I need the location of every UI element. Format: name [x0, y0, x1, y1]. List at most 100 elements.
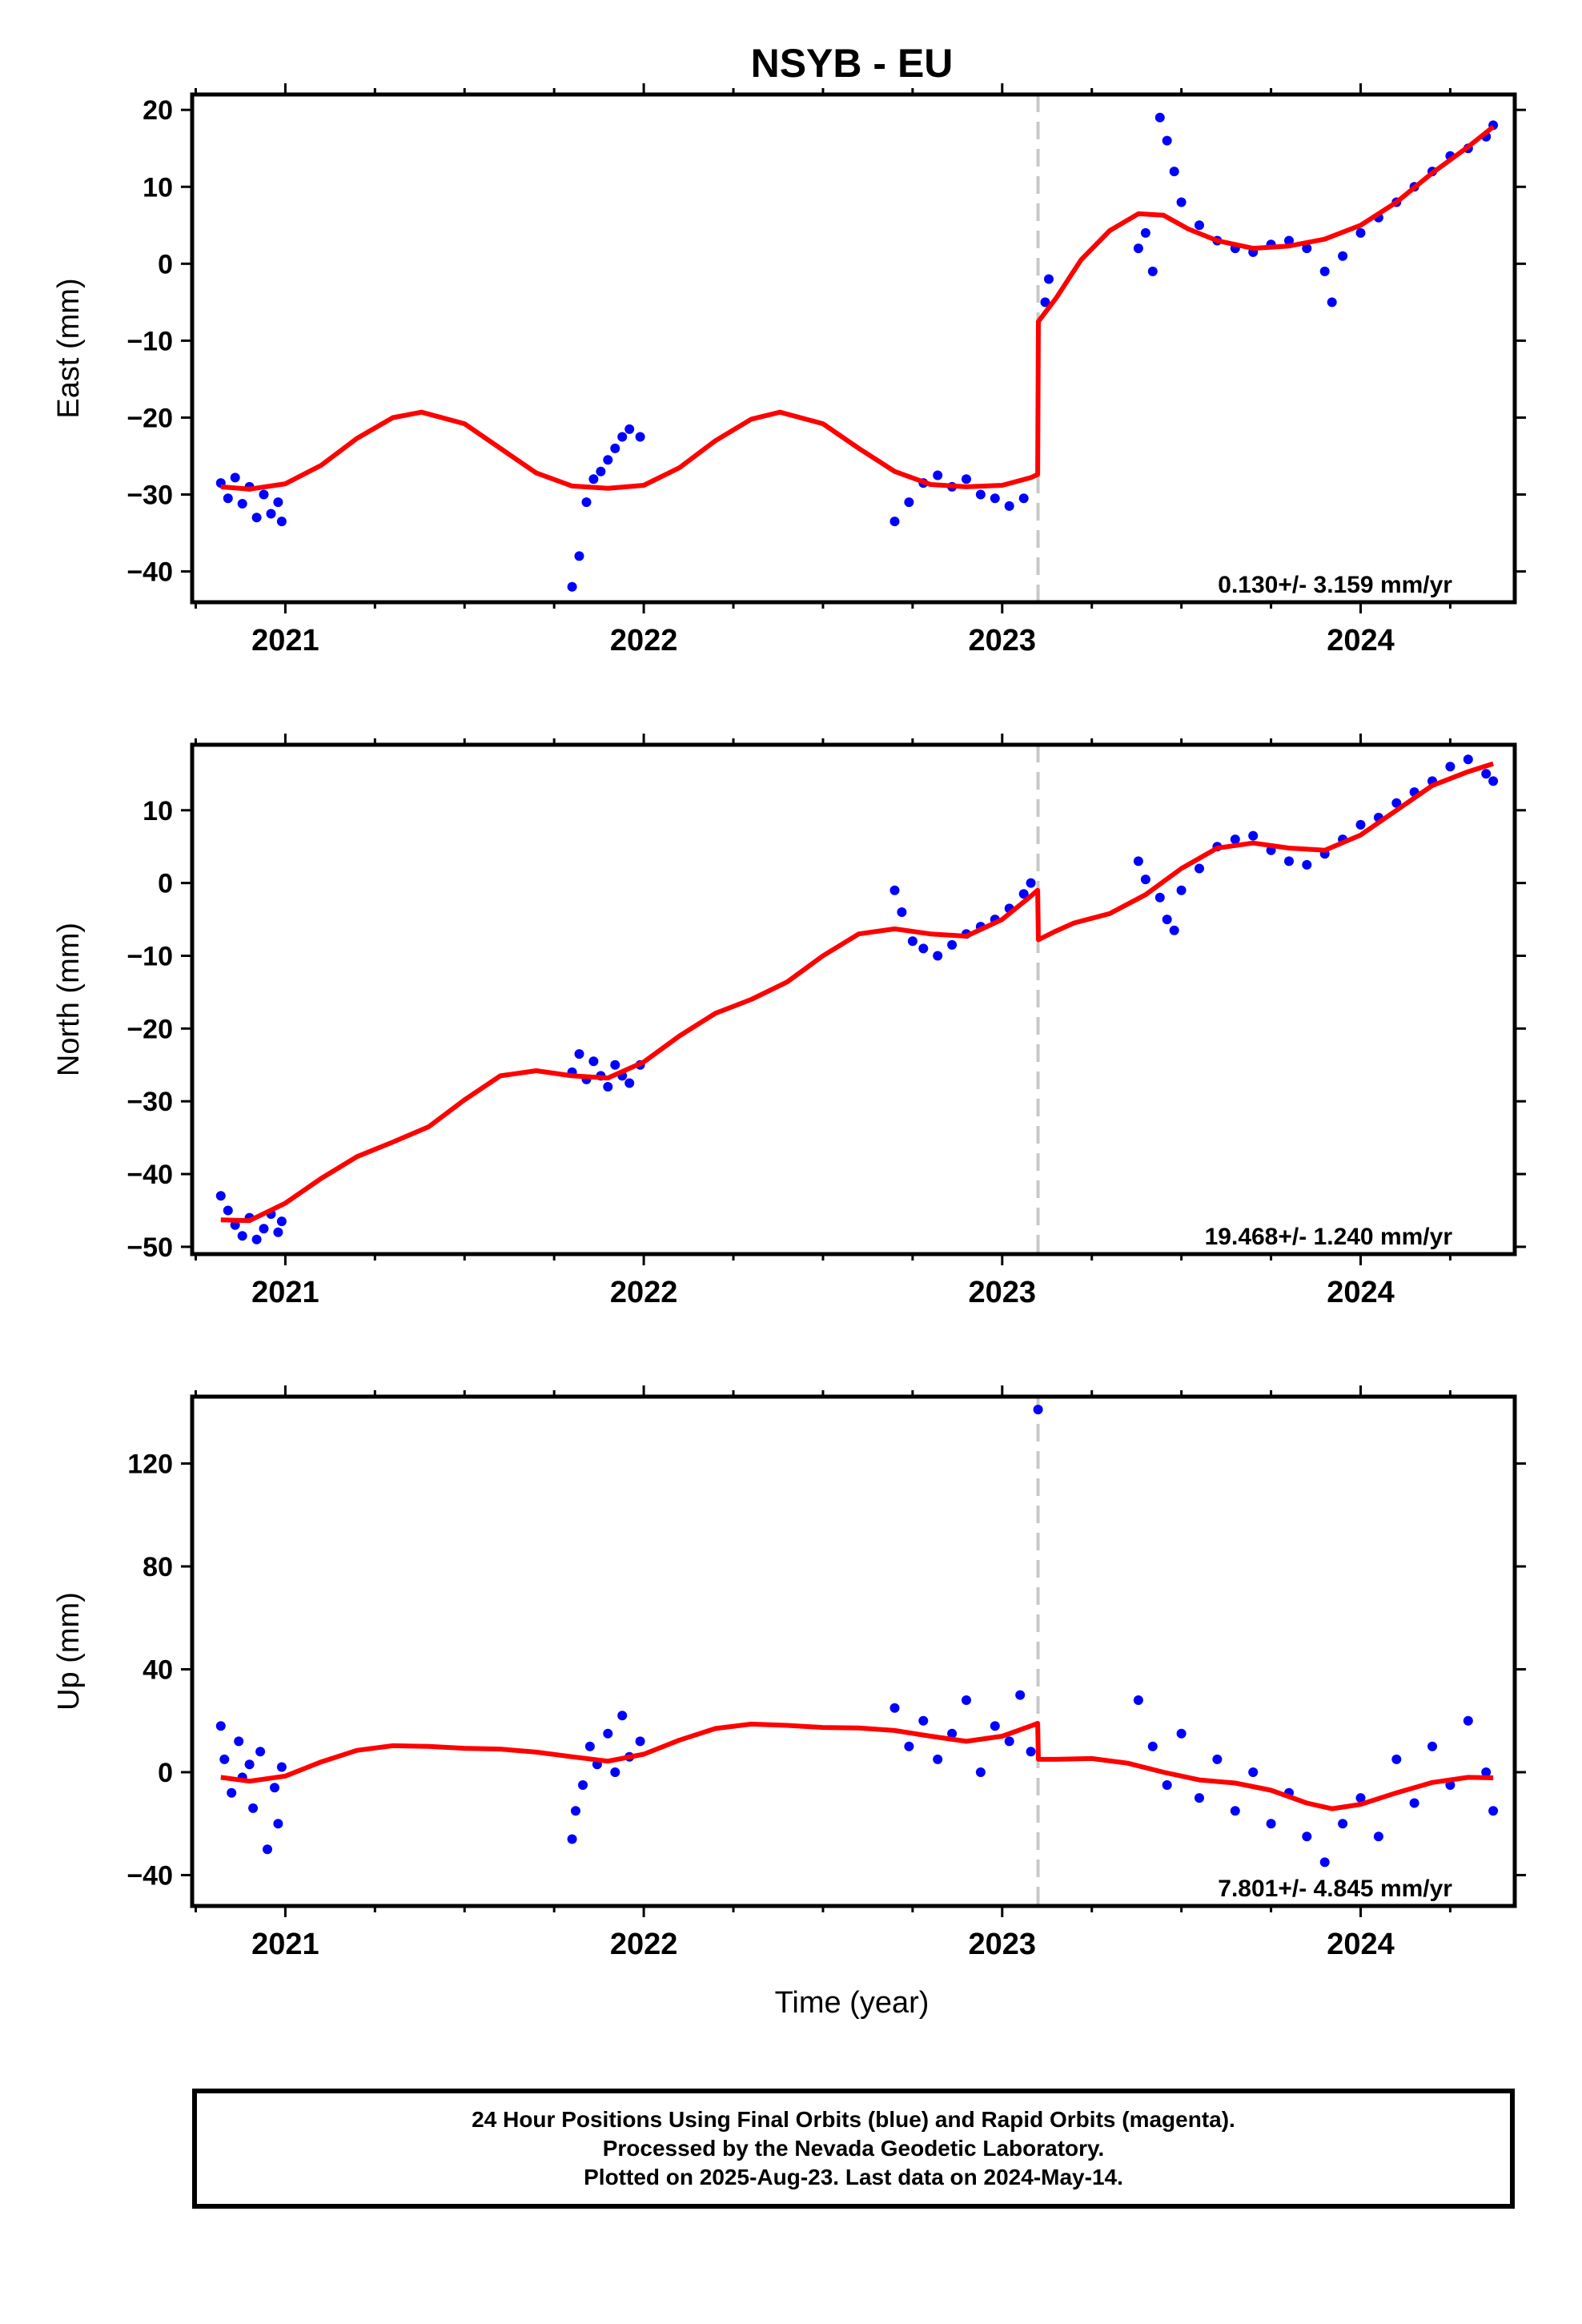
y-tick-label: −40 — [126, 557, 173, 588]
data-point — [244, 1759, 255, 1770]
data-point — [596, 466, 606, 476]
plot-frame — [190, 92, 1517, 605]
data-point — [223, 1205, 233, 1216]
x-tick-label: 2024 — [1327, 1928, 1395, 1961]
data-point — [266, 509, 276, 519]
data-point — [1133, 856, 1143, 866]
data-point — [273, 497, 283, 508]
data-point — [1284, 856, 1294, 866]
data-point — [1212, 1754, 1223, 1764]
panel-up: 120 80 40 0 −40 2021 2022 2023 2024 Up (mm) 7.801+… — [52, 1385, 1526, 1961]
data-point — [578, 1780, 588, 1790]
data-point — [617, 432, 628, 442]
data-point — [889, 885, 900, 895]
data-point — [635, 432, 645, 442]
data-point — [1284, 235, 1294, 246]
data-point — [1319, 1857, 1330, 1868]
data-point — [1133, 243, 1143, 254]
data-point — [581, 497, 592, 508]
y-tick-label: 0 — [158, 249, 173, 279]
data-point — [1230, 834, 1240, 845]
data-point — [990, 1721, 1000, 1731]
y-tick-label: −20 — [126, 1014, 173, 1044]
data-point — [276, 517, 287, 527]
x-tick-label: 2023 — [969, 1276, 1037, 1309]
data-point — [1040, 297, 1050, 308]
panel-east: 20 10 0 −10 −20 −30 −40 2021 2022 2023 2024 East (m… — [52, 83, 1526, 657]
data-point — [1018, 889, 1029, 899]
y-tick-label: 80 — [143, 1552, 173, 1582]
data-point — [1427, 1741, 1437, 1751]
data-point — [223, 493, 233, 504]
data-point — [1338, 251, 1348, 261]
x-tick-label: 2022 — [610, 624, 678, 657]
data-point — [237, 499, 247, 509]
x-tick-label: 2021 — [251, 624, 319, 657]
data-point — [1355, 1793, 1366, 1803]
data-point — [904, 1741, 914, 1751]
y-tick-label: 0 — [158, 1758, 173, 1788]
data-point — [567, 1834, 577, 1844]
data-point — [259, 1224, 269, 1234]
y-tick-label: −10 — [126, 326, 173, 356]
data-point — [1026, 1747, 1036, 1757]
data-point — [1176, 197, 1186, 207]
data-point — [1230, 1806, 1240, 1816]
y-tick-label: 40 — [143, 1655, 173, 1685]
y-tick-label: 20 — [143, 95, 173, 126]
data-point — [975, 1767, 986, 1777]
data-point — [889, 1703, 900, 1713]
data-point — [907, 936, 917, 947]
data-point — [933, 1754, 943, 1764]
data-point — [1488, 776, 1499, 786]
data-point — [215, 1721, 226, 1731]
y-tick-label: −40 — [126, 1860, 173, 1891]
data-point — [1463, 754, 1473, 765]
data-point — [1195, 1793, 1204, 1803]
data-point — [947, 1728, 958, 1739]
y-axis-label: Up (mm) — [52, 1592, 86, 1711]
data-point — [918, 943, 929, 954]
data-point — [588, 1056, 599, 1067]
data-point — [1169, 925, 1179, 935]
data-point — [1033, 1405, 1043, 1415]
data-point — [1319, 266, 1330, 276]
caption-line-1: 24 Hour Positions Using Final Orbits (bl… — [472, 2107, 1235, 2132]
data-point — [584, 1741, 595, 1751]
data-point — [1147, 1741, 1158, 1751]
data-point — [1355, 227, 1366, 238]
x-tick-label: 2021 — [251, 1276, 319, 1309]
x-tick-label: 2023 — [969, 624, 1037, 657]
model-line — [220, 124, 1495, 492]
data-point — [1445, 762, 1456, 772]
data-point — [574, 551, 584, 561]
data-point — [251, 1234, 262, 1244]
data-point — [1176, 885, 1186, 895]
data-point — [990, 493, 1000, 504]
data-point — [889, 517, 900, 527]
caption-line-3: Plotted on 2025-Aug-23. Last data on 202… — [584, 2165, 1123, 2189]
data-point — [263, 1844, 272, 1855]
data-point — [933, 951, 943, 961]
data-point — [1391, 798, 1402, 808]
data-point — [1133, 1695, 1143, 1705]
data-point — [1391, 1754, 1402, 1764]
data-point — [1302, 1831, 1312, 1842]
chart-panels: 20 10 0 −10 −20 −30 −40 2021 2022 2023 2024 East (m… — [52, 83, 1526, 1961]
data-point — [1018, 493, 1029, 504]
x-tick-label: 2024 — [1327, 624, 1395, 657]
data-point — [255, 1747, 266, 1757]
x-tick-label: 2024 — [1327, 1276, 1395, 1309]
data-point — [1195, 220, 1204, 231]
data-point — [603, 1728, 613, 1739]
rate-label: 19.468+/- 1.240 mm/yr — [1205, 1224, 1453, 1250]
data-point — [234, 1736, 244, 1747]
y-tick-label: 10 — [143, 172, 173, 203]
data-point — [603, 455, 613, 465]
x-tick-label: 2021 — [251, 1928, 319, 1961]
chart-title: NSYB - EU — [751, 41, 954, 86]
x-tick-label: 2022 — [610, 1276, 678, 1309]
data-point — [962, 474, 971, 485]
data-point — [276, 1216, 287, 1227]
